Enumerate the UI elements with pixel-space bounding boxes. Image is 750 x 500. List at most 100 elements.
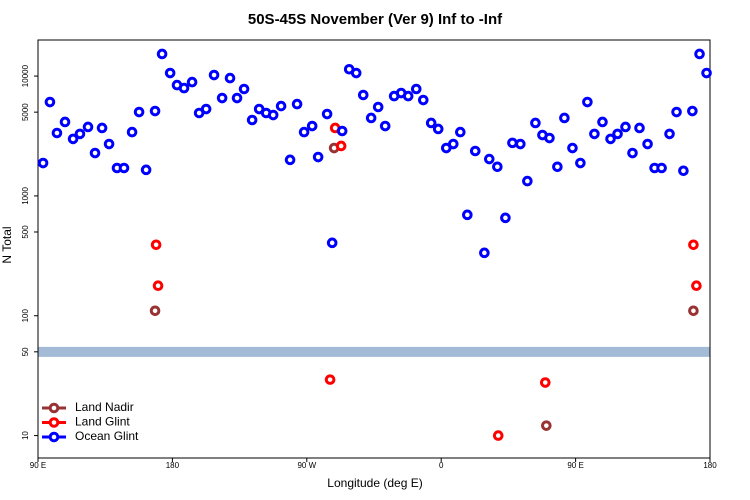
data-point (492, 430, 504, 441)
data-point (522, 175, 533, 187)
legend-marker (48, 417, 60, 428)
data-point (298, 126, 310, 138)
data-point (216, 92, 228, 104)
data-point (74, 128, 86, 140)
chart-title: 50S-45S November (Ver 9) Inf to -Inf (248, 11, 503, 28)
data-point (149, 105, 161, 117)
data-point (67, 133, 79, 145)
data-point (312, 151, 324, 163)
x-axis-label: Longitude (deg E) (327, 476, 422, 490)
data-point (275, 100, 287, 112)
data-point (425, 117, 437, 129)
data-point (37, 157, 49, 169)
data-point (284, 154, 296, 166)
data-point (597, 116, 608, 128)
data-point (267, 109, 279, 121)
data-point (365, 112, 377, 124)
data-point (326, 237, 338, 249)
data-point (291, 98, 303, 110)
y-tick-label: 10000 (21, 64, 30, 87)
data-point (541, 420, 552, 431)
data-point (82, 121, 94, 133)
data-point (469, 145, 481, 157)
data-point (701, 67, 712, 79)
data-point (335, 140, 347, 152)
y-axis-label: N Total (0, 226, 14, 263)
data-point (126, 126, 138, 138)
y-tick-label: 10 (21, 431, 30, 440)
data-point (306, 120, 318, 132)
data-point (103, 138, 115, 150)
data-point (678, 165, 689, 177)
data-point (605, 133, 616, 145)
data-point (200, 103, 212, 115)
data-point (589, 128, 600, 140)
data-point (582, 96, 593, 108)
y-tick-label: 500 (21, 225, 30, 239)
data-point (246, 114, 258, 126)
data-point (479, 247, 490, 259)
data-point (575, 157, 586, 169)
data-point (152, 280, 164, 292)
data-point (89, 147, 101, 159)
y-tick-label: 50 (21, 347, 30, 356)
data-point (372, 101, 384, 113)
data-point (515, 138, 526, 150)
data-point (642, 138, 653, 150)
data-point (447, 138, 459, 150)
data-point (671, 106, 682, 118)
data-point (164, 67, 176, 79)
legend-label: Ocean Glint (75, 429, 139, 443)
data-point (402, 90, 414, 102)
data-point (224, 72, 236, 84)
plot-frame (37, 39, 711, 459)
data-point (492, 161, 503, 173)
data-point (336, 125, 348, 137)
x-tick-label: 90 E (30, 461, 46, 470)
data-point (379, 120, 391, 132)
data-point (208, 69, 220, 81)
data-point (432, 123, 444, 135)
data-point (321, 108, 333, 120)
data-point (620, 121, 631, 133)
x-tick-label: 180 (166, 461, 180, 470)
data-point (656, 162, 667, 174)
data-point (688, 305, 699, 317)
data-point (462, 209, 473, 221)
y-tick-label: 1000 (21, 186, 30, 204)
data-point (634, 122, 645, 134)
data-point (118, 162, 130, 174)
data-point (455, 126, 466, 138)
legend-label: Land Glint (75, 415, 130, 429)
data-point (544, 132, 555, 144)
data-point (417, 94, 429, 106)
data-point (567, 142, 578, 154)
data-point (507, 137, 518, 149)
data-point (238, 83, 250, 95)
data-point (231, 92, 243, 104)
data-point (149, 305, 161, 317)
data-point (324, 374, 336, 385)
legend-marker (48, 402, 60, 414)
data-point (178, 82, 190, 94)
data-point (627, 147, 638, 159)
data-point (688, 239, 699, 251)
legend-marker (48, 431, 60, 443)
legend-label: Land Nadir (75, 400, 134, 414)
y-tick-label: 100 (21, 309, 30, 323)
data-point (357, 89, 369, 101)
data-point (552, 161, 563, 173)
data-point (350, 67, 362, 79)
data-point (530, 117, 541, 129)
data-point (687, 105, 698, 117)
data-point (59, 116, 71, 128)
x-tick-label: 90 W (297, 461, 316, 470)
data-point (694, 48, 705, 60)
data-point (612, 128, 623, 140)
x-tick-label: 180 (703, 461, 717, 470)
x-tick-label: 0 (439, 461, 444, 470)
data-point (664, 128, 675, 140)
data-point (539, 377, 551, 388)
